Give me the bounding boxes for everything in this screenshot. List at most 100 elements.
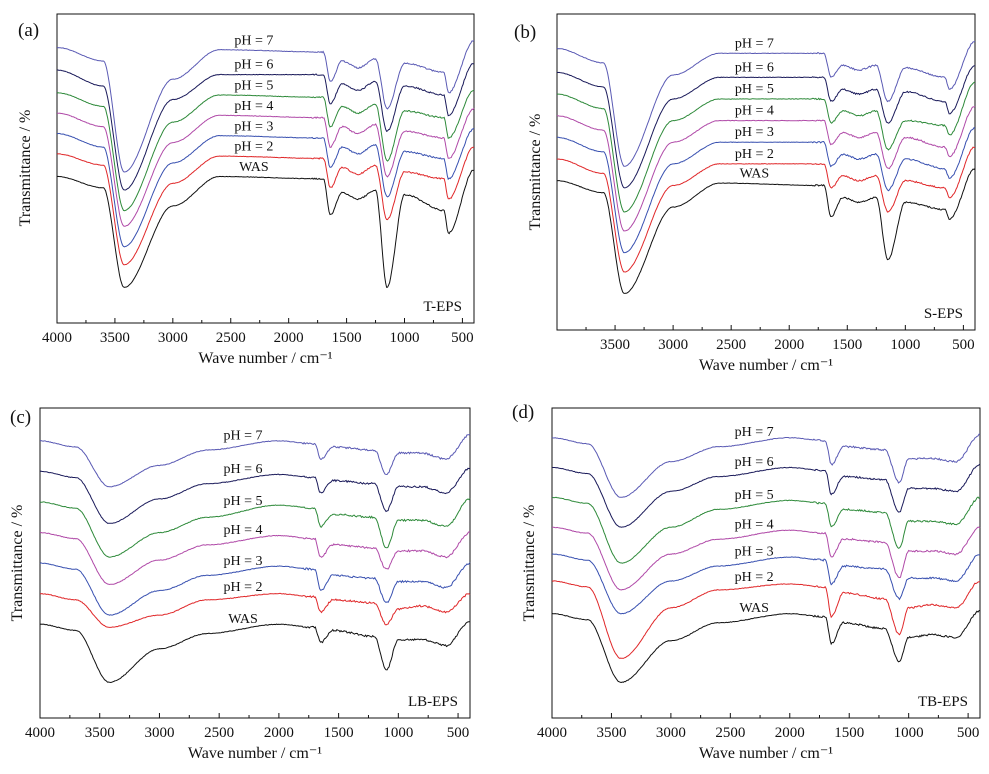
panel-title: TB-EPS <box>918 694 968 710</box>
series-line <box>56 169 474 288</box>
x-tick-label: 3500 <box>600 337 630 353</box>
series-line <box>552 526 981 591</box>
series-label: pH = 7 <box>735 36 774 51</box>
panel-letter: (b) <box>514 22 536 43</box>
series-label: pH = 7 <box>224 428 263 443</box>
panel-letter: (a) <box>18 20 39 41</box>
series-label: pH = 6 <box>234 58 273 73</box>
series-label: pH = 6 <box>735 60 774 75</box>
x-tick-label: 500 <box>952 337 975 353</box>
panel-d: 4000 3500 3000 2500 2000 1500 1000 500 Wave numb… <box>512 402 981 762</box>
series-label: WAS <box>739 601 769 616</box>
series-label: WAS <box>740 167 770 182</box>
series-line <box>39 621 470 684</box>
x-tick-label: 3000 <box>144 725 174 741</box>
series-label: pH = 2 <box>224 580 263 595</box>
x-tick-label: 1000 <box>894 725 924 741</box>
panel-letter: (c) <box>10 407 31 428</box>
x-axis-label: Wave number / cm⁻¹ <box>699 357 833 374</box>
x-tick-label: 500 <box>451 330 474 346</box>
x-tick-label: 3500 <box>100 330 130 346</box>
panel-c: 4000 3500 3000 2500 2000 1500 1000 500 Wave numb… <box>9 407 471 762</box>
x-tick-label: 4000 <box>42 330 72 346</box>
series-label: pH = 7 <box>735 425 774 440</box>
series-label: WAS <box>239 160 269 175</box>
series-label: pH = 6 <box>735 455 774 470</box>
series-line <box>56 107 475 227</box>
series-line <box>557 146 976 273</box>
x-tick-label: 2500 <box>716 337 746 353</box>
series-line <box>56 127 475 248</box>
series-label: pH = 4 <box>234 99 273 114</box>
x-tick-label: 2500 <box>715 725 745 741</box>
series-line <box>556 105 976 232</box>
series-label: pH = 5 <box>224 494 263 509</box>
series-label: WAS <box>228 612 258 627</box>
series-label: pH = 2 <box>735 147 774 162</box>
panel-title: S-EPS <box>924 306 963 322</box>
x-tick-label: 3500 <box>85 725 115 741</box>
x-tick-label: 3000 <box>658 337 688 353</box>
x-tick-label: 1000 <box>390 330 420 346</box>
x-tick-label: 4000 <box>25 725 55 741</box>
panel-title: T-EPS <box>423 299 462 315</box>
series-line <box>557 127 976 254</box>
x-tick-label: 2000 <box>774 337 804 353</box>
series-line <box>39 531 471 586</box>
x-tick-label: 3500 <box>596 725 626 741</box>
x-tick-label: 1500 <box>834 725 864 741</box>
series-line <box>56 146 474 266</box>
y-axis-label: Transmittance / % <box>9 505 26 622</box>
series-line <box>56 40 475 173</box>
series-label: pH = 6 <box>224 462 263 477</box>
panel-a: 4000 3500 3000 2500 2000 1500 1000 500 Wave numb… <box>17 13 475 367</box>
series-line <box>39 498 471 558</box>
panel-title: LB-EPS <box>408 694 458 710</box>
x-tick-label: 1500 <box>332 330 362 346</box>
series-label: pH = 4 <box>735 518 774 533</box>
series-line <box>39 433 471 488</box>
series-line <box>39 467 471 524</box>
series-label: pH = 5 <box>234 79 273 94</box>
series-label: pH = 5 <box>735 488 774 503</box>
plot-frame <box>56 13 475 324</box>
series-line <box>552 496 981 564</box>
x-axis-label: Wave number / cm⁻¹ <box>188 745 322 762</box>
series-label: pH = 4 <box>735 104 774 119</box>
series-line <box>556 168 976 294</box>
series-label: pH = 3 <box>735 545 774 560</box>
series-line <box>551 609 981 684</box>
series-line <box>39 592 471 628</box>
series-line <box>551 463 981 528</box>
series-line <box>556 40 976 167</box>
y-axis-label: Transmittance / % <box>521 505 538 622</box>
x-tick-label: 2000 <box>264 725 294 741</box>
x-tick-label: 4000 <box>537 725 567 741</box>
series-label: pH = 2 <box>735 570 774 585</box>
series-line <box>551 553 980 615</box>
series-line <box>556 81 976 213</box>
panel-letter: (d) <box>512 402 534 423</box>
x-tick-label: 1000 <box>890 337 920 353</box>
x-axis-label: Wave number / cm⁻¹ <box>699 745 833 762</box>
x-tick-label: 1500 <box>324 725 354 741</box>
x-tick-label: 500 <box>957 725 980 741</box>
x-tick-label: 2000 <box>775 725 805 741</box>
plot-frame <box>551 407 981 719</box>
plot-frame <box>556 13 976 331</box>
x-tick-label: 500 <box>447 725 470 741</box>
series-label: pH = 5 <box>735 82 774 97</box>
y-axis-label: Transmittance / % <box>527 114 544 231</box>
series-label: pH = 3 <box>234 119 273 134</box>
x-tick-label: 2500 <box>204 725 234 741</box>
series-label: pH = 4 <box>224 523 263 538</box>
x-tick-label: 2500 <box>216 330 246 346</box>
series-line <box>39 562 471 616</box>
series-line <box>551 433 981 498</box>
series-label: pH = 3 <box>224 554 263 569</box>
x-tick-label: 1500 <box>832 337 862 353</box>
x-tick-label: 3000 <box>656 725 686 741</box>
series-line <box>56 89 475 212</box>
